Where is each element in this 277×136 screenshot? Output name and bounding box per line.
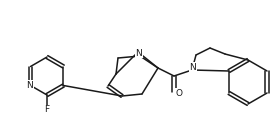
Text: N: N	[26, 81, 33, 90]
Text: O: O	[176, 89, 183, 98]
Text: N: N	[190, 63, 196, 72]
Text: F: F	[44, 106, 50, 115]
Text: N: N	[136, 49, 142, 58]
